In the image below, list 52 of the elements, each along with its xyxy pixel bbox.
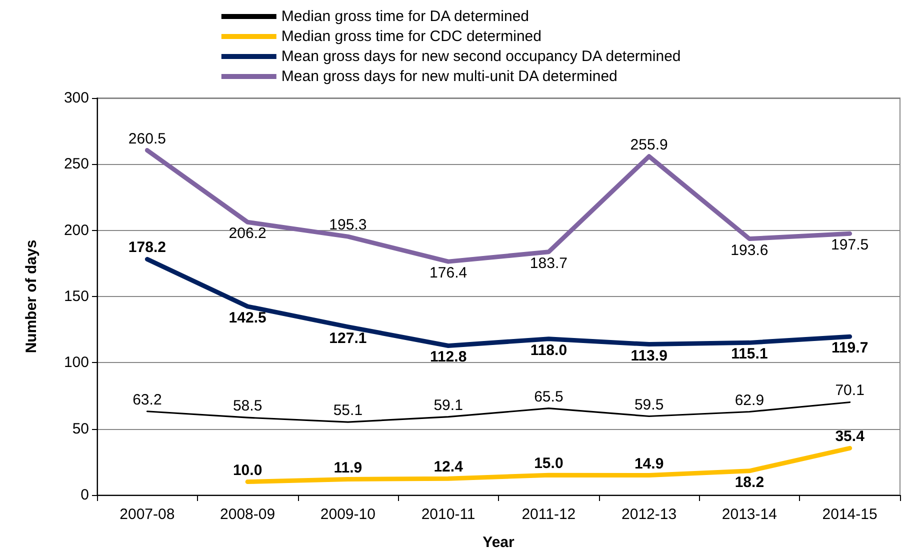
data-label: 127.1	[329, 330, 367, 347]
x-axis-title: Year	[482, 534, 515, 551]
data-label: 63.2	[132, 391, 162, 408]
x-tick-label: 2007-08	[120, 506, 175, 523]
data-label: 260.5	[128, 130, 166, 148]
data-label: 62.9	[734, 392, 764, 409]
data-label: 15.0	[534, 455, 564, 472]
x-tick-label: 2009-10	[320, 506, 376, 523]
data-label: 112.8	[430, 348, 467, 366]
y-tick-label: 150	[64, 288, 89, 305]
legend-label: Mean gross days for new multi-unit DA determined	[281, 68, 618, 85]
data-label: 70.1	[835, 382, 864, 400]
data-label: 142.5	[228, 309, 266, 326]
x-tick-label: 2013-14	[722, 506, 777, 523]
y-tick-label: 250	[64, 156, 89, 173]
y-axis-title: Number of days	[23, 240, 40, 354]
data-label: 113.9	[630, 347, 668, 364]
x-tick-label: 2014-15	[822, 506, 878, 523]
data-label: 58.5	[232, 398, 262, 415]
x-tick-label: 2008-09	[220, 506, 276, 523]
legend-label: Mean gross days for new second occupancy DA determined	[281, 48, 681, 65]
y-tick-label: 300	[64, 90, 89, 106]
y-tick-label: 0	[80, 486, 89, 504]
data-label: 118.0	[530, 342, 568, 359]
x-tick-label: 2012-13	[622, 506, 677, 523]
data-label: 115.1	[731, 346, 768, 363]
data-label: 10.0	[232, 462, 262, 479]
data-label: 206.2	[228, 225, 266, 242]
x-tick-label: 2010-11	[421, 506, 476, 523]
data-label: 193.6	[730, 242, 768, 259]
data-label: 178.2	[128, 239, 166, 256]
x-tick-label: 2011-12	[522, 506, 576, 523]
data-label: 59.1	[434, 396, 463, 414]
data-label: 12.4	[434, 458, 464, 476]
data-label: 14.9	[634, 455, 664, 472]
y-tick-label: 100	[64, 354, 89, 372]
y-tick-label: 200	[64, 222, 89, 239]
data-label: 65.5	[534, 388, 564, 406]
legend-label: Median gross time for CDC determined	[281, 28, 542, 45]
data-label: 11.9	[334, 459, 362, 476]
data-label: 255.9	[630, 136, 668, 154]
data-label: 183.7	[530, 254, 568, 272]
legend-label: Median gross time for DA determined	[281, 8, 530, 25]
data-label: 59.5	[634, 396, 664, 414]
data-label: 119.7	[831, 340, 868, 357]
y-tick-label: 50	[72, 420, 89, 438]
data-label: 55.1	[333, 402, 363, 420]
data-label: 18.2	[734, 474, 764, 491]
data-label: 195.3	[329, 216, 367, 234]
data-label: 35.4	[835, 428, 866, 446]
data-label: 176.4	[430, 264, 468, 282]
data-label: 197.5	[831, 236, 869, 254]
